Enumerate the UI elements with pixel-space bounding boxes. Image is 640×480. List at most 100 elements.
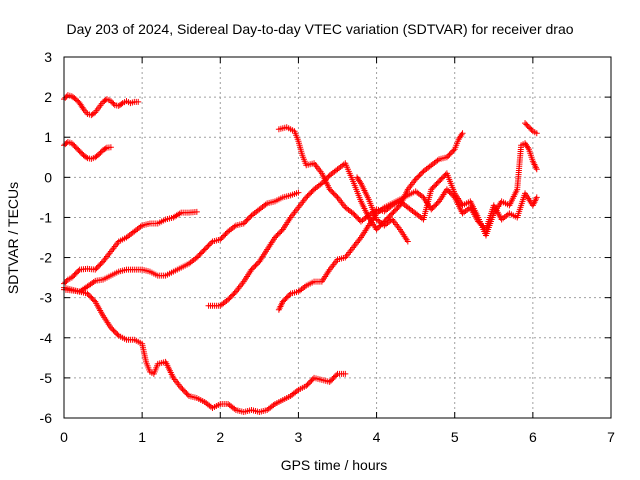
- data-point: [309, 187, 316, 194]
- data-point: [395, 203, 402, 210]
- data-point: [277, 229, 284, 236]
- data-point: [247, 213, 254, 220]
- data-point: [415, 173, 422, 180]
- data-point: [88, 294, 95, 301]
- data-point: [93, 265, 100, 272]
- data-point: [83, 154, 90, 161]
- y-tick-label: -1: [40, 209, 53, 225]
- x-tick-label: 6: [529, 429, 537, 445]
- data-point: [387, 211, 394, 218]
- data-point: [333, 372, 340, 379]
- data-point: [218, 235, 225, 242]
- data-point: [70, 273, 77, 280]
- data-point: [527, 125, 534, 132]
- series-track-6: [205, 130, 466, 309]
- grid-lines: [64, 57, 611, 418]
- data-point: [72, 270, 79, 277]
- data-point: [303, 194, 310, 201]
- data-point: [329, 189, 336, 196]
- data-point: [279, 298, 286, 305]
- data-point: [200, 247, 207, 254]
- data-point: [251, 263, 258, 270]
- data-point: [449, 148, 456, 155]
- data-point: [443, 154, 450, 161]
- data-point: [62, 279, 69, 286]
- data-point: [77, 149, 84, 156]
- y-tick-label: -5: [40, 370, 53, 386]
- data-point: [433, 201, 440, 208]
- data-point: [114, 331, 121, 338]
- data-point: [196, 251, 203, 258]
- data-point: [253, 261, 260, 268]
- data-point: [222, 231, 229, 238]
- series-track-8: [275, 124, 540, 239]
- data-point: [417, 170, 424, 177]
- data-point: [208, 239, 215, 246]
- data-point: [305, 380, 312, 387]
- data-point: [428, 206, 435, 213]
- y-tick-label: 1: [44, 129, 52, 145]
- data-point: [102, 145, 109, 152]
- data-point: [533, 166, 540, 173]
- data-point: [219, 233, 226, 240]
- data-point: [227, 293, 234, 300]
- data-point: [327, 377, 334, 384]
- data-point: [428, 186, 435, 193]
- data-point: [85, 291, 92, 298]
- data-point: [281, 297, 288, 304]
- data-point: [111, 328, 118, 335]
- data-point: [242, 219, 249, 226]
- data-point: [439, 174, 446, 181]
- data-point: [390, 209, 397, 216]
- data-point: [327, 187, 334, 194]
- data-point: [295, 189, 302, 196]
- chart-title: Day 203 of 2024, Sidereal Day-to-day VTE…: [66, 21, 573, 37]
- data-point: [437, 177, 444, 184]
- data-point: [273, 233, 280, 240]
- data-point: [110, 327, 117, 334]
- data-point: [305, 191, 312, 198]
- data-point: [524, 122, 531, 129]
- data-point: [75, 146, 82, 153]
- data-point: [342, 370, 349, 377]
- data-point: [525, 124, 532, 131]
- data-point: [373, 226, 380, 233]
- y-tick-label: -2: [40, 250, 53, 266]
- data-point: [446, 151, 453, 158]
- plot-frame: [63, 56, 612, 419]
- data-point: [89, 296, 96, 303]
- data-point: [447, 150, 454, 157]
- data-point: [204, 243, 211, 250]
- data-point: [430, 203, 437, 210]
- data-point: [226, 295, 233, 302]
- data-point: [385, 214, 392, 221]
- data-point: [438, 175, 445, 182]
- data-point: [432, 182, 439, 189]
- data-point: [445, 152, 452, 159]
- data-point: [350, 210, 357, 217]
- data-point: [307, 190, 314, 197]
- series-track-2: [61, 139, 114, 162]
- series-track-3: [61, 208, 200, 287]
- data-point: [318, 180, 325, 187]
- data-point: [183, 390, 190, 397]
- data-point: [240, 220, 247, 227]
- data-point: [74, 269, 81, 276]
- data-point: [107, 144, 114, 151]
- data-point: [443, 186, 450, 193]
- data-point: [96, 151, 103, 158]
- data-point: [282, 296, 289, 303]
- data-point: [283, 294, 290, 301]
- data-point: [278, 227, 285, 234]
- data-point: [225, 296, 232, 303]
- data-point: [430, 183, 437, 190]
- data-point: [355, 215, 362, 222]
- data-point: [135, 98, 142, 105]
- data-point: [205, 242, 212, 249]
- data-point: [182, 388, 189, 395]
- data-point: [229, 292, 236, 299]
- data-point: [68, 140, 75, 147]
- data-point: [113, 330, 120, 337]
- data-point: [445, 187, 452, 194]
- data-point: [74, 145, 81, 152]
